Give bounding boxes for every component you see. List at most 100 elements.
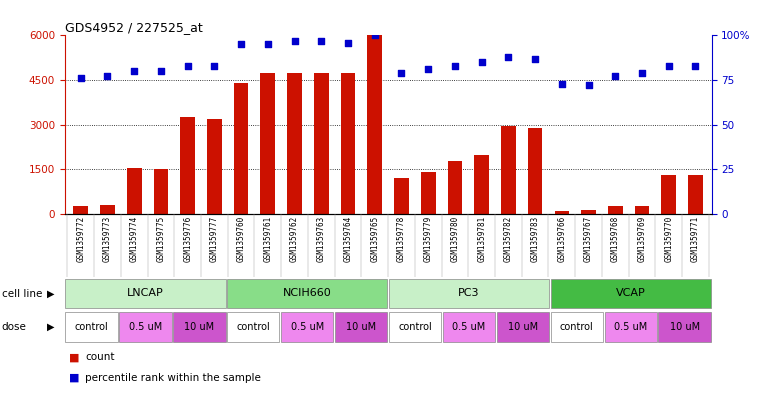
- Text: ▶: ▶: [47, 322, 55, 332]
- Point: [154, 68, 167, 74]
- Bar: [394, 178, 409, 214]
- Bar: [501, 126, 516, 214]
- Text: GSM1359782: GSM1359782: [504, 216, 513, 262]
- Text: 0.5 uM: 0.5 uM: [614, 321, 648, 332]
- Text: GSM1359762: GSM1359762: [290, 216, 299, 262]
- Text: control: control: [237, 321, 270, 332]
- Text: 10 uM: 10 uM: [346, 321, 376, 332]
- Bar: [608, 206, 622, 214]
- Bar: [341, 73, 355, 214]
- Text: GSM1359776: GSM1359776: [183, 216, 192, 262]
- Bar: [368, 35, 382, 214]
- Bar: [658, 312, 711, 342]
- Bar: [127, 168, 142, 214]
- Point: [209, 62, 221, 69]
- Point: [422, 66, 435, 72]
- Text: percentile rank within the sample: percentile rank within the sample: [85, 373, 261, 383]
- Text: GSM1359780: GSM1359780: [451, 216, 460, 262]
- Bar: [551, 279, 711, 309]
- Point: [368, 32, 380, 39]
- Point: [610, 73, 622, 80]
- Text: GSM1359768: GSM1359768: [611, 216, 619, 262]
- Bar: [555, 211, 569, 214]
- Text: ▶: ▶: [47, 289, 55, 299]
- Bar: [474, 154, 489, 214]
- Bar: [100, 205, 115, 214]
- Bar: [443, 312, 495, 342]
- Bar: [260, 73, 275, 214]
- Bar: [335, 312, 387, 342]
- Text: GSM1359772: GSM1359772: [76, 216, 85, 262]
- Text: cell line: cell line: [2, 289, 42, 299]
- Text: GDS4952 / 227525_at: GDS4952 / 227525_at: [65, 21, 202, 34]
- Bar: [389, 312, 441, 342]
- Point: [128, 68, 140, 74]
- Text: VCAP: VCAP: [616, 288, 645, 298]
- Bar: [497, 312, 549, 342]
- Text: count: count: [85, 353, 115, 362]
- Bar: [228, 279, 387, 309]
- Bar: [281, 312, 333, 342]
- Bar: [65, 312, 118, 342]
- Text: ■: ■: [68, 373, 79, 383]
- Point: [342, 39, 354, 46]
- Bar: [581, 210, 596, 214]
- Point: [182, 62, 194, 69]
- Bar: [314, 73, 329, 214]
- Text: 10 uM: 10 uM: [184, 321, 215, 332]
- Text: GSM1359764: GSM1359764: [343, 216, 352, 262]
- Bar: [234, 83, 248, 214]
- Bar: [287, 73, 302, 214]
- Text: 10 uM: 10 uM: [670, 321, 699, 332]
- Text: 10 uM: 10 uM: [508, 321, 538, 332]
- Text: NCIH660: NCIH660: [283, 288, 332, 298]
- Point: [556, 81, 568, 87]
- Text: GSM1359763: GSM1359763: [317, 216, 326, 262]
- Text: GSM1359770: GSM1359770: [664, 216, 673, 262]
- Bar: [635, 206, 649, 214]
- Point: [502, 54, 514, 60]
- Text: GSM1359779: GSM1359779: [424, 216, 433, 262]
- Text: control: control: [75, 321, 109, 332]
- Bar: [228, 312, 279, 342]
- Text: LNCAP: LNCAP: [127, 288, 164, 298]
- Text: GSM1359760: GSM1359760: [237, 216, 246, 262]
- Text: 0.5 uM: 0.5 uM: [291, 321, 324, 332]
- Point: [315, 38, 327, 44]
- Bar: [551, 312, 603, 342]
- Point: [262, 41, 274, 48]
- Bar: [73, 206, 88, 214]
- Text: GSM1359783: GSM1359783: [530, 216, 540, 262]
- Text: GSM1359766: GSM1359766: [557, 216, 566, 262]
- Bar: [180, 118, 195, 214]
- Point: [663, 62, 675, 69]
- Point: [288, 38, 301, 44]
- Text: GSM1359761: GSM1359761: [263, 216, 272, 262]
- Bar: [528, 128, 543, 214]
- Text: 0.5 uM: 0.5 uM: [452, 321, 486, 332]
- Text: 0.5 uM: 0.5 uM: [129, 321, 162, 332]
- Point: [101, 73, 113, 80]
- Text: GSM1359781: GSM1359781: [477, 216, 486, 262]
- Point: [75, 75, 87, 81]
- Point: [689, 62, 702, 69]
- Text: GSM1359777: GSM1359777: [210, 216, 219, 262]
- Text: control: control: [398, 321, 432, 332]
- Text: GSM1359778: GSM1359778: [397, 216, 406, 262]
- Text: GSM1359774: GSM1359774: [129, 216, 139, 262]
- Point: [396, 70, 408, 76]
- Point: [476, 59, 488, 65]
- Text: ■: ■: [68, 353, 79, 362]
- Point: [235, 41, 247, 48]
- Point: [449, 62, 461, 69]
- Bar: [688, 175, 703, 214]
- Bar: [207, 119, 221, 214]
- Point: [582, 82, 594, 88]
- Text: GSM1359771: GSM1359771: [691, 216, 700, 262]
- Bar: [604, 312, 657, 342]
- Point: [529, 55, 541, 62]
- Bar: [119, 312, 172, 342]
- Text: GSM1359765: GSM1359765: [371, 216, 379, 262]
- Text: dose: dose: [2, 322, 27, 332]
- Text: GSM1359767: GSM1359767: [584, 216, 593, 262]
